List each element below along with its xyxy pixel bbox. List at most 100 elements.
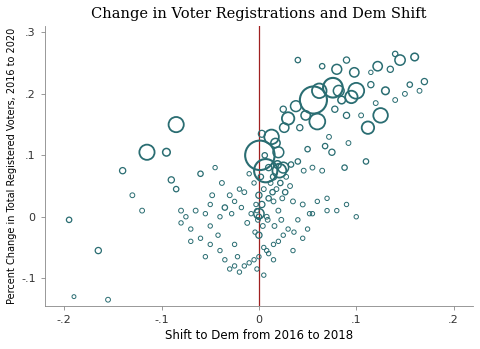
Point [270,242,277,247]
Point [406,82,414,88]
Point [275,149,282,155]
Point [218,180,226,186]
Point [275,208,282,213]
Point [276,168,283,173]
Point [277,217,285,223]
Point [272,140,279,146]
Point [262,168,270,173]
Point [357,113,365,118]
Point [260,186,268,192]
Point [289,199,297,204]
Point [261,153,269,158]
X-axis label: Shift to Dem from 2016 to 2018: Shift to Dem from 2016 to 2018 [165,329,353,342]
Point [258,202,265,207]
Point [214,232,222,238]
Point [284,226,292,232]
Point [338,97,346,103]
Point [269,190,276,195]
Point [255,211,263,216]
Point [279,165,287,170]
Point [391,97,399,103]
Point [310,97,317,103]
Point [187,226,194,232]
Point [256,153,264,158]
Point [172,186,180,192]
Point [208,192,216,198]
Point [129,192,136,198]
Point [292,103,300,109]
Point [197,236,204,241]
Point [279,106,287,112]
Point [206,202,214,207]
Point [343,113,350,118]
Point [245,260,253,266]
Point [367,82,375,88]
Point [265,165,273,170]
Point [333,67,341,72]
Point [271,223,278,229]
Point [290,229,298,235]
Point [234,254,241,260]
Point [257,174,264,180]
Point [270,174,277,180]
Point [253,208,261,213]
Point [240,263,248,269]
Point [276,180,284,186]
Point [299,202,307,207]
Point [335,88,343,94]
Point [268,134,276,140]
Point [255,192,263,198]
Point [243,220,251,226]
Point [302,113,310,118]
Point [228,211,236,216]
Point [382,88,389,94]
Point [286,183,294,189]
Point [323,195,331,201]
Point [240,190,248,195]
Point [270,257,277,262]
Point [263,248,271,253]
Point [202,211,209,216]
Point [345,140,352,146]
Y-axis label: Percent Change in Total Registered Voters, 2016 to 2020: Percent Change in Total Registered Voter… [7,28,17,304]
Point [287,162,295,167]
Point [343,202,350,207]
Point [309,165,316,170]
Point [280,125,288,131]
Point [294,217,302,223]
Point [168,177,175,183]
Point [211,165,219,170]
Point [143,149,151,155]
Point [386,67,394,72]
Point [258,131,265,136]
Point [331,106,339,112]
Point [187,239,194,244]
Point [231,199,239,204]
Point [364,125,372,131]
Point [294,159,302,164]
Point [294,57,302,63]
Point [274,162,281,167]
Point [206,223,214,229]
Point [273,186,280,192]
Point [267,180,275,186]
Point [270,199,277,204]
Point [251,229,259,235]
Point [236,269,243,275]
Point [289,248,297,253]
Point [300,168,308,173]
Point [377,113,384,118]
Point [416,88,423,94]
Point [255,214,263,220]
Point [216,214,224,220]
Point [306,211,313,216]
Point [348,94,355,100]
Point [216,248,224,253]
Point [221,205,228,210]
Point [367,69,375,75]
Point [396,57,404,63]
Point [104,297,112,303]
Point [391,51,399,57]
Point [260,245,268,250]
Point [264,217,272,223]
